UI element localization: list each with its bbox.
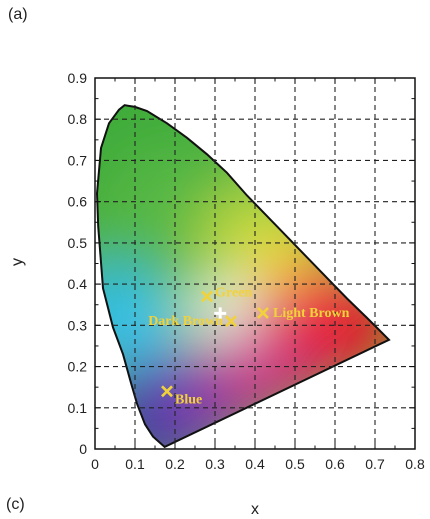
x-tick-label: 0.6 (325, 456, 345, 472)
marker-green: Green (201, 285, 252, 303)
x-tick-label: 0 (91, 456, 99, 472)
x-axis-title: x (251, 501, 259, 518)
y-tick-label: 0.6 (68, 194, 88, 210)
y-tick-label: 0.5 (68, 235, 88, 251)
y-axis-title: y (9, 258, 26, 266)
x-tick-label: 0.2 (165, 456, 185, 472)
y-tick-label: 0 (79, 441, 87, 457)
marker-dark-brown: Dark Brown (148, 314, 237, 329)
grid (95, 78, 415, 449)
x-tick-label: 0.7 (365, 456, 385, 472)
y-tick-labels: 0 0.1 0.2 0.3 0.4 0.5 0.6 0.7 0.8 0.9 (68, 70, 88, 457)
axis-ticks (94, 77, 416, 450)
y-tick-label: 0.4 (68, 276, 88, 292)
x-tick-label: 0.1 (125, 456, 145, 472)
marker-blue: Blue (161, 385, 202, 407)
x-tick-label: 0.4 (245, 456, 265, 472)
panel-label-c: (c) (6, 496, 25, 513)
y-tick-label: 0.2 (68, 359, 88, 375)
x-tick-labels: 0 0.1 0.2 0.3 0.4 0.5 0.6 0.7 0.8 (91, 456, 425, 472)
data-markers: Green Dark Brown Light Brown Blue (148, 285, 349, 407)
y-tick-label: 0.3 (68, 317, 88, 333)
marker-label: Blue (175, 392, 202, 407)
x-tick-label: 0.5 (285, 456, 305, 472)
x-tick-label: 0.8 (405, 456, 425, 472)
panel-label-a: (a) (8, 6, 28, 23)
marker-light-brown: Light Brown (257, 306, 350, 321)
x-tick-label: 0.3 (205, 456, 225, 472)
y-tick-label: 0.1 (68, 400, 88, 416)
y-tick-label: 0.9 (68, 70, 88, 86)
y-tick-label: 0.7 (68, 152, 88, 168)
marker-label: Green (215, 285, 252, 300)
y-tick-label: 0.8 (68, 111, 88, 127)
marker-label: Light Brown (273, 306, 350, 321)
white-point-marker (214, 307, 227, 320)
marker-label: Dark Brown (148, 314, 223, 329)
